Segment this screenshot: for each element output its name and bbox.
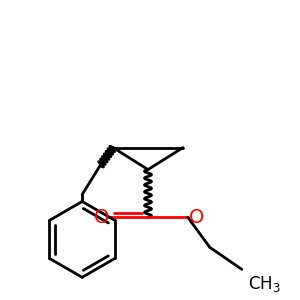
Text: CH$_3$: CH$_3$ bbox=[248, 274, 280, 294]
Text: O: O bbox=[93, 208, 109, 227]
Text: O: O bbox=[189, 208, 205, 227]
